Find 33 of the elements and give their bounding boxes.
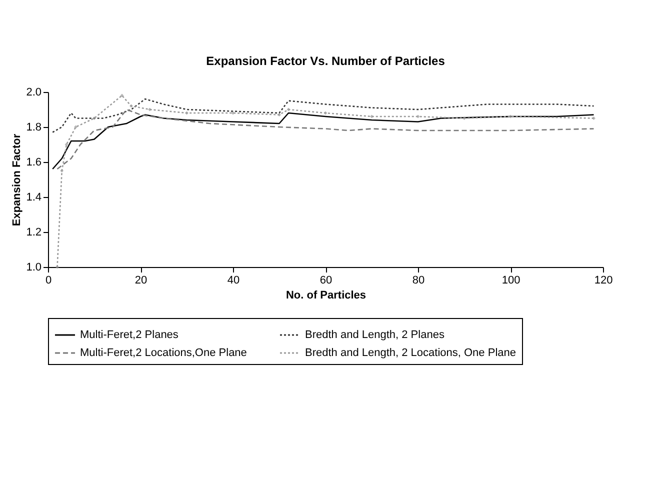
x-tick-label: 0 bbox=[45, 274, 52, 286]
y-tick-label: 1.4 bbox=[26, 192, 42, 204]
legend-label: Multi-Feret,2 Locations,One Plane bbox=[80, 347, 247, 359]
x-tick-label: 80 bbox=[412, 274, 425, 286]
x-tick-label: 40 bbox=[227, 274, 240, 286]
line-series bbox=[56, 94, 596, 269]
legend-label: Multi-Feret,2 Planes bbox=[80, 329, 179, 341]
x-tick-label: 120 bbox=[594, 274, 613, 286]
y-tick-label: 2.0 bbox=[26, 86, 42, 98]
point bbox=[64, 142, 68, 146]
legend-label: Bredth and Length, 2 Locations, One Plane bbox=[305, 347, 516, 359]
point bbox=[324, 111, 328, 115]
point bbox=[231, 111, 235, 115]
x-tick-label: 60 bbox=[320, 274, 332, 286]
x-tick-label: 100 bbox=[502, 274, 520, 286]
point bbox=[416, 114, 420, 118]
y-tick-label: 1.8 bbox=[26, 122, 42, 134]
y-tick-label: 1.2 bbox=[26, 226, 42, 238]
point bbox=[592, 116, 596, 120]
line-series bbox=[52, 98, 594, 133]
y-tick-label: 1.6 bbox=[26, 156, 42, 168]
chart-title: Expansion Factor Vs. Number of Particles bbox=[206, 54, 446, 68]
point bbox=[92, 116, 96, 120]
legend-label: Bredth and Length, 2 Planes bbox=[305, 329, 445, 341]
point bbox=[60, 169, 64, 172]
y-axis-title: Expansion Factor bbox=[11, 133, 24, 226]
x-tick-label: 20 bbox=[134, 274, 148, 286]
point bbox=[286, 108, 290, 112]
y-tick-label: 1.0 bbox=[26, 262, 42, 274]
point bbox=[278, 113, 281, 116]
x-axis-title: No. of Particles bbox=[286, 290, 366, 302]
point bbox=[462, 116, 466, 120]
point bbox=[120, 94, 124, 98]
